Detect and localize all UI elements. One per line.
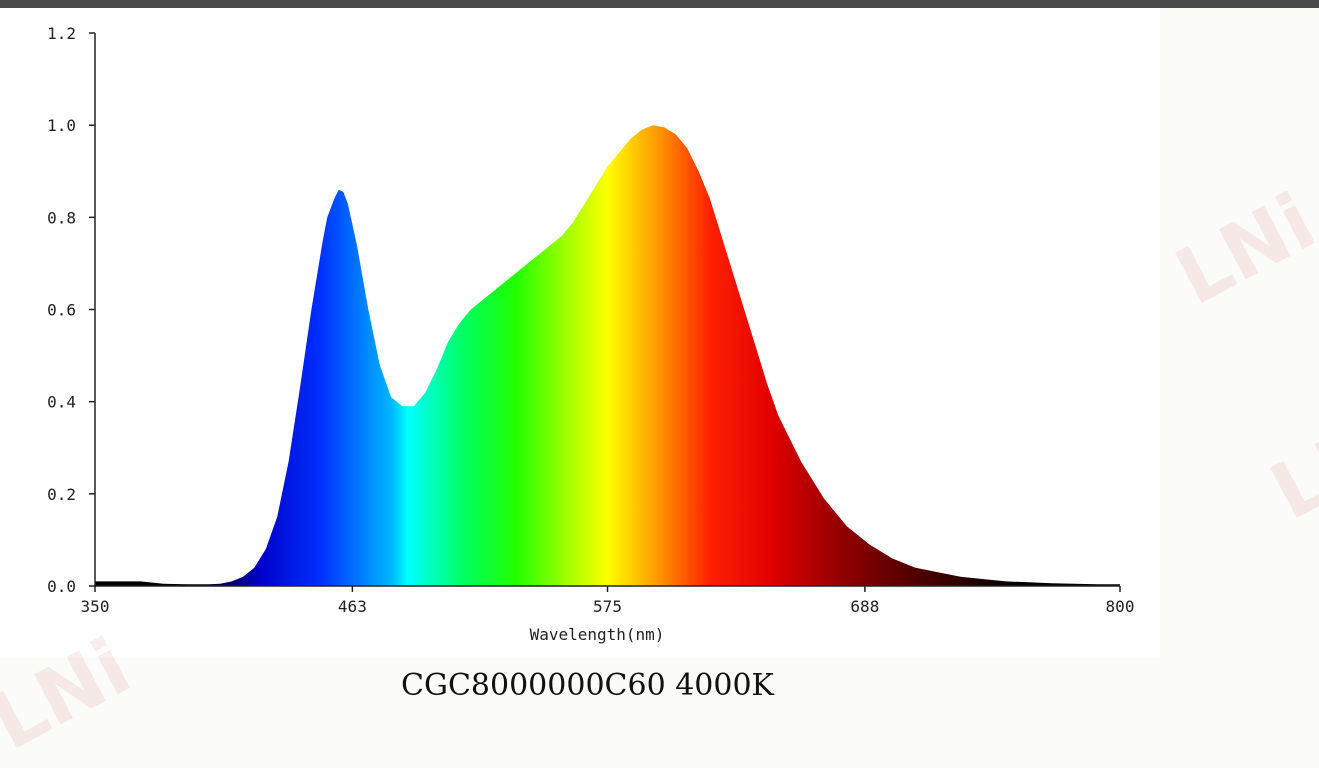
y-tick-label: 0.4: [47, 393, 76, 412]
x-tick-label: 688: [850, 597, 879, 616]
x-tick-label: 350: [81, 597, 110, 616]
chart-title: CGC8000000C60 4000K: [401, 668, 774, 703]
x-tick-label: 575: [593, 597, 622, 616]
x-tick-label: 800: [1106, 597, 1135, 616]
top-border: [0, 0, 1319, 8]
spectrum-area: [95, 125, 1120, 586]
watermark-logo: LNi: [1257, 392, 1319, 538]
y-tick-label: 0.6: [47, 301, 76, 320]
y-tick-label: 0.8: [47, 208, 76, 227]
spectrum-chart: 0.0 0.2 0.4 0.6 0.8 1.0 1.2 350 463 575 688 800 Wav…: [47, 24, 1135, 644]
y-tick-label: 0.0: [47, 577, 76, 596]
y-tick-label: 0.2: [47, 485, 76, 504]
watermark-logo: LNi: [1162, 177, 1319, 323]
y-tick-label: 1.2: [47, 24, 76, 43]
plot-panel: 0.0 0.2 0.4 0.6 0.8 1.0 1.2 350 463 575 688 800 Wav…: [0, 8, 1160, 658]
y-tick-label: 1.0: [47, 116, 76, 135]
x-tick-label: 463: [338, 597, 367, 616]
x-axis-title: Wavelength(nm): [530, 625, 665, 644]
